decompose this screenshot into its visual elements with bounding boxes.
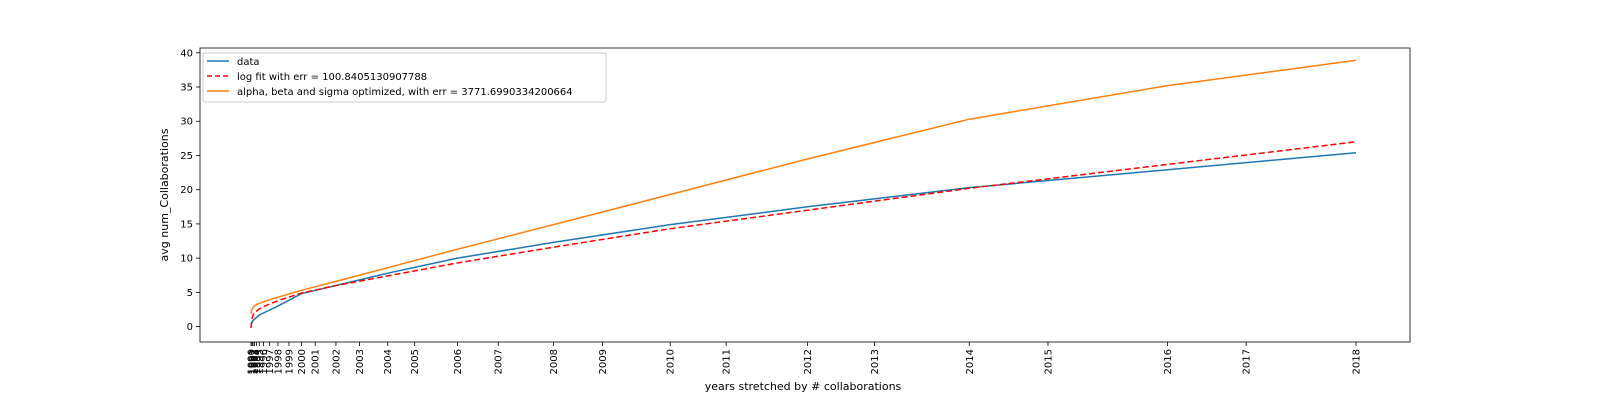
x-tick-label: 1997: [265, 349, 276, 374]
y-tick-label: 0: [187, 322, 193, 333]
x-tick-label: 2006: [453, 349, 464, 374]
x-axis-label: years stretched by # collaborations: [705, 380, 902, 393]
series-line-0: [250, 151, 1357, 325]
y-tick-label: 35: [180, 83, 193, 94]
x-tick-label: 2012: [803, 349, 814, 374]
legend-box: [202, 52, 607, 103]
x-tick-label: 2003: [355, 349, 366, 374]
series-layer: [250, 59, 1357, 329]
x-tick-label: 1991: [248, 349, 259, 374]
x-tick-label: 1992: [249, 349, 260, 374]
legend-label-log-fit: log fit with err = 100.8405130907788: [237, 72, 427, 83]
x-tick-label: 2005: [410, 349, 421, 374]
x-tick-label: 2015: [1043, 349, 1054, 374]
series-line-2: [250, 59, 1357, 314]
y-tick-label: 10: [180, 254, 193, 265]
x-tick-label: 1994: [252, 349, 263, 374]
x-tick-label: 1996: [259, 349, 270, 374]
y-tick-label: 5: [187, 288, 193, 299]
x-tick-label: 2001: [311, 349, 322, 374]
y-tick-label: 40: [180, 48, 193, 59]
x-tick-label: 2017: [1242, 349, 1253, 374]
y-axis-label: avg num_Collaborations: [158, 128, 171, 261]
y-tick-label: 15: [180, 219, 193, 230]
x-tick-label: 2013: [870, 349, 881, 374]
legend: data log fit with err = 100.840513090778…: [202, 52, 607, 103]
legend-label-data: data: [237, 57, 260, 68]
x-tick-label: 2004: [383, 349, 394, 374]
x-tick-label: 1995: [255, 349, 266, 374]
series-line-1: [250, 141, 1357, 329]
y-tick-label: 25: [180, 151, 193, 162]
x-tick-label: 2016: [1163, 349, 1174, 374]
y-tick-label: 30: [180, 117, 193, 128]
x-tick-label: 1993: [250, 349, 261, 374]
x-tick-label: 2007: [494, 349, 505, 374]
y-tick-label: 20: [180, 185, 193, 196]
x-tick-label: 2002: [331, 349, 342, 374]
x-tick-label: 2011: [722, 349, 733, 374]
x-tick-label: 1990: [247, 349, 258, 374]
x-tick-label: 2010: [666, 349, 677, 374]
x-tick-label: 2009: [598, 349, 609, 374]
x-tick-label: 2014: [965, 349, 976, 374]
x-tick-label: 2018: [1352, 349, 1363, 374]
x-tick-label: 1999: [284, 349, 295, 374]
x-tick-label: 2000: [297, 349, 308, 374]
x-tick-label: 1998: [273, 349, 284, 374]
y-axis: 0 5 10 15 20 25 30 35 40: [180, 48, 200, 333]
x-tick-label: 2008: [549, 349, 560, 374]
legend-label-optimized: alpha, beta and sigma optimized, with er…: [237, 87, 573, 98]
